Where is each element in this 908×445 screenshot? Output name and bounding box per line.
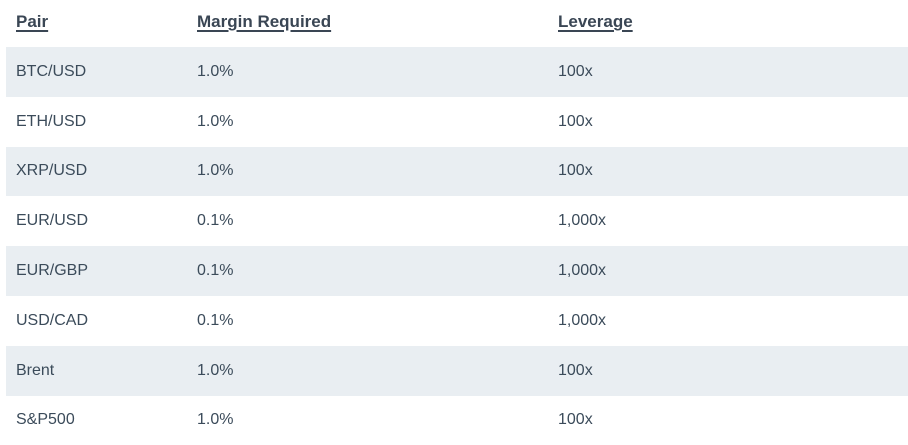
table-row: EUR/USD 0.1% 1,000x bbox=[6, 196, 908, 246]
leverage-table: Pair Margin Required Leverage BTC/USD 1.… bbox=[6, 0, 908, 445]
pair-cell: XRP/USD bbox=[16, 162, 88, 180]
pair-cell: USD/CAD bbox=[16, 311, 89, 329]
table-row: EUR/GBP 0.1% 1,000x bbox=[6, 246, 908, 296]
leverage-cell: 100x bbox=[558, 361, 593, 379]
table-row: XRP/USD 1.0% 100x bbox=[6, 146, 908, 197]
pair-cell: EUR/USD bbox=[16, 212, 89, 230]
leverage-cell: 100x bbox=[558, 162, 593, 180]
table-row: S&P500 1.0% 100x bbox=[6, 396, 908, 445]
margin-cell: 0.1% bbox=[197, 212, 234, 230]
margin-cell: 1.0% bbox=[197, 411, 234, 429]
table-row: ETH/USD 1.0% 100x bbox=[6, 97, 908, 147]
leverage-cell: 1,000x bbox=[558, 262, 607, 280]
pair-cell: EUR/GBP bbox=[16, 262, 89, 280]
table-row: USD/CAD 0.1% 1,000x bbox=[6, 296, 908, 346]
pair-cell: Brent bbox=[16, 361, 55, 379]
table-header-row: Pair Margin Required Leverage bbox=[6, 0, 908, 47]
margin-cell: 0.1% bbox=[197, 311, 234, 329]
pair-cell: S&P500 bbox=[16, 411, 75, 429]
leverage-cell: 1,000x bbox=[558, 311, 607, 329]
leverage-cell: 1,000x bbox=[558, 212, 607, 230]
pair-cell: ETH/USD bbox=[16, 112, 87, 130]
column-header-pair: Pair bbox=[16, 12, 49, 31]
table-row: BTC/USD 1.0% 100x bbox=[6, 47, 908, 97]
leverage-cell: 100x bbox=[558, 62, 593, 80]
leverage-cell: 100x bbox=[558, 411, 593, 429]
table-row: Brent 1.0% 100x bbox=[6, 345, 908, 396]
margin-cell: 1.0% bbox=[197, 112, 234, 130]
column-header-margin-required: Margin Required bbox=[197, 12, 332, 31]
margin-cell: 1.0% bbox=[197, 62, 234, 80]
margin-cell: 1.0% bbox=[197, 162, 234, 180]
margin-cell: 1.0% bbox=[197, 361, 234, 379]
column-header-leverage: Leverage bbox=[558, 12, 633, 31]
margin-cell: 0.1% bbox=[197, 262, 234, 280]
pair-cell: BTC/USD bbox=[16, 62, 87, 80]
leverage-cell: 100x bbox=[558, 112, 593, 130]
